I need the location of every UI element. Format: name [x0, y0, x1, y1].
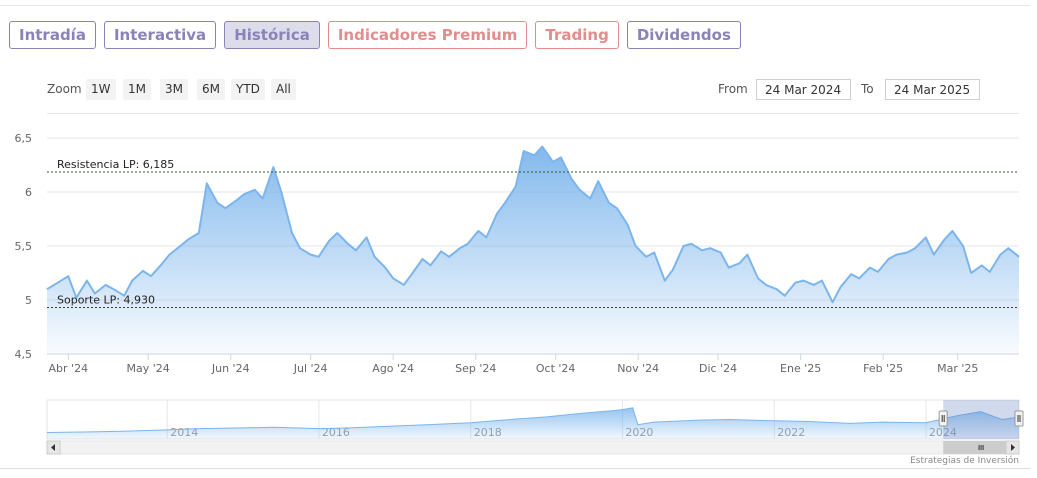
x-tick-label: May '24	[127, 362, 170, 375]
x-tick-label: Sep '24	[455, 362, 496, 375]
from-date-input[interactable]	[756, 79, 851, 100]
x-tick-label: Abr '24	[49, 362, 89, 375]
navigator-left-handle[interactable]	[938, 410, 948, 427]
tab-dividendos[interactable]: Dividendos	[626, 21, 741, 49]
y-tick-label: 6	[25, 186, 32, 199]
x-tick-label: Dic '24	[699, 362, 737, 375]
navigator-right-handle[interactable]	[1014, 410, 1024, 427]
y-tick-label: 5	[25, 294, 32, 307]
y-tick-label: 5,5	[15, 240, 33, 253]
zoom-label: Zoom	[47, 82, 82, 96]
tab-historica[interactable]: Histórica	[224, 21, 320, 49]
to-label: To	[861, 82, 874, 96]
x-tick-label: Ene '25	[780, 362, 821, 375]
scroll-left-button[interactable]	[46, 440, 61, 455]
top-divider	[0, 5, 1030, 6]
price-line	[46, 145, 1020, 304]
zoom-all-button[interactable]: All	[271, 79, 296, 100]
zoom-6m-button[interactable]: 6M	[197, 79, 225, 100]
zoom-ytd-button[interactable]: YTD	[231, 79, 265, 100]
tab-bar: Intradía Interactiva Histórica Indicador…	[9, 21, 741, 49]
zoom-1m-button[interactable]: 1M	[123, 79, 151, 100]
zoom-1w-button[interactable]: 1W	[86, 79, 116, 100]
tab-interactiva[interactable]: Interactiva	[103, 21, 217, 49]
tab-indicadores-premium[interactable]: Indicadores Premium	[327, 21, 528, 49]
navigator-selection	[943, 400, 1019, 439]
scroll-right-button[interactable]	[1005, 440, 1020, 455]
resistance-label: Resistencia LP: 6,185	[57, 158, 174, 171]
navigator-line	[46, 407, 1020, 433]
x-tick-label: Feb '25	[863, 362, 903, 375]
x-tick-label: Nov '24	[617, 362, 659, 375]
x-tick-label: Oct '24	[536, 362, 576, 375]
scrollbar-track[interactable]	[46, 440, 1020, 455]
bottom-divider	[0, 468, 1030, 469]
y-tick-label: 4,5	[15, 348, 33, 361]
price-chart: 4,5 5 5,5 6 6,5 Resistencia LP: 6,185 Soporte …	[15, 132, 1024, 455]
tab-trading[interactable]: Trading	[535, 21, 619, 49]
price-area	[47, 146, 1019, 354]
support-label: Soporte LP: 4,930	[57, 294, 155, 307]
y-tick-label: 6,5	[15, 132, 33, 145]
to-date-input[interactable]	[885, 79, 980, 100]
x-tick-label: Mar '25	[937, 362, 978, 375]
x-tick-label: Jun '24	[211, 362, 250, 375]
toolbar-divider	[47, 113, 1019, 114]
credits: Estrategias de Inversión	[910, 456, 1019, 466]
tab-intradia[interactable]: Intradía	[9, 21, 96, 49]
navigator-area	[47, 407, 1019, 439]
x-tick-label: Ago '24	[372, 362, 414, 375]
zoom-3m-button[interactable]: 3M	[160, 79, 188, 100]
x-tick-label: Jul '24	[293, 362, 328, 375]
from-label: From	[718, 82, 748, 96]
